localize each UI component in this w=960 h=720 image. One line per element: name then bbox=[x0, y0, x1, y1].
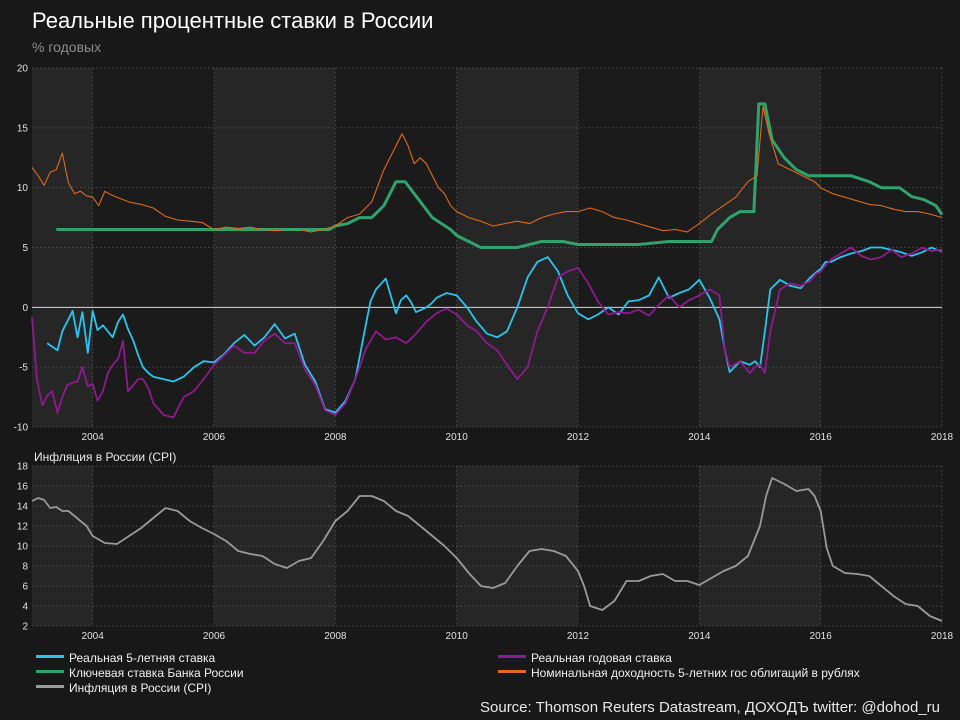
real-rates-panel: -10 -5 0 5 10 15 20 2004 2006 2008 2010 2012 2014 201… bbox=[14, 64, 954, 444]
legend-swatch-real1y bbox=[498, 655, 526, 659]
legend-swatch-real5y bbox=[36, 655, 64, 659]
bottom-ytick-label: 18 bbox=[17, 462, 29, 473]
top-xtick-label: 2008 bbox=[324, 432, 347, 443]
bottom-ytick-label: 4 bbox=[22, 602, 28, 613]
legend-item-key-rate: Ключевая ставка Банка России bbox=[36, 666, 244, 680]
inflation-panel: 2 4 6 8 10 12 14 16 18 2004 2006 2008 2010 2012 2014 20… bbox=[17, 450, 954, 642]
bottom-xtick-label: 2006 bbox=[203, 631, 226, 642]
top-band-1 bbox=[214, 68, 336, 427]
top-ytick-label: 5 bbox=[22, 243, 28, 254]
top-ytick-label: -5 bbox=[19, 363, 28, 374]
top-xtick-label: 2012 bbox=[567, 432, 590, 443]
bottom-ytick-label: 12 bbox=[17, 522, 29, 533]
series-line-cpi bbox=[31, 477, 943, 622]
legend-item-nominal5y: Номинальная доходность 5-летних гос обли… bbox=[498, 666, 860, 680]
series-line-real1y bbox=[31, 246, 943, 419]
top-xtick-label: 2014 bbox=[688, 432, 711, 443]
bottom-xtick-label: 2010 bbox=[446, 631, 469, 642]
legend-swatch-cpi bbox=[36, 685, 64, 689]
top-xtick-label: 2016 bbox=[810, 432, 833, 443]
top-ytick-label: 10 bbox=[17, 183, 29, 194]
top-ytick-label: 20 bbox=[17, 64, 29, 75]
top-xtick-label: 2018 bbox=[931, 432, 954, 443]
bottom-band-1 bbox=[214, 466, 336, 626]
series-line-nominal5y bbox=[31, 105, 943, 233]
bottom-xtick-label: 2018 bbox=[931, 631, 954, 642]
legend-label-real5y: Реальная 5-летняя ставка bbox=[69, 651, 216, 665]
top-xtick-label: 2006 bbox=[203, 432, 226, 443]
bottom-xtick-label: 2016 bbox=[810, 631, 833, 642]
bottom-ytick-label: 10 bbox=[17, 542, 29, 553]
bottom-ytick-label: 2 bbox=[22, 622, 28, 633]
bottom-xtick-label: 2012 bbox=[567, 631, 590, 642]
bottom-ytick-label: 8 bbox=[22, 562, 28, 573]
source-note: Source: Thomson Reuters Datastream, ДОХО… bbox=[480, 699, 940, 716]
top-ytick-label: 0 bbox=[22, 303, 28, 314]
top-xtick-label: 2004 bbox=[82, 432, 105, 443]
bottom-band-0 bbox=[32, 466, 93, 626]
top-xtick-label: 2010 bbox=[446, 432, 469, 443]
legend-item-real1y: Реальная годовая ставка bbox=[498, 651, 672, 665]
bottom-ytick-label: 6 bbox=[22, 582, 28, 593]
bottom-xtick-label: 2014 bbox=[688, 631, 711, 642]
legend-swatch-nominal5y bbox=[498, 670, 526, 674]
top-ytick-label: 15 bbox=[17, 123, 29, 134]
bottom-ytick-label: 14 bbox=[17, 502, 29, 513]
legend-item-real5y: Реальная 5-летняя ставка bbox=[36, 651, 215, 665]
legend-label-nominal5y: Номинальная доходность 5-летних гос обли… bbox=[531, 666, 860, 680]
chart-subtitle: % годовых bbox=[32, 39, 102, 55]
chart-title: Реальные процентные ставки в России bbox=[32, 8, 434, 33]
top-ytick-label: -10 bbox=[14, 423, 29, 434]
series-line-keyRate bbox=[56, 102, 944, 249]
legend-label-real1y: Реальная годовая ставка bbox=[531, 651, 672, 665]
bottom-xtick-label: 2008 bbox=[324, 631, 347, 642]
legend-item-cpi: Инфляция в России (CPI) bbox=[36, 681, 211, 695]
legend-label-cpi: Инфляция в России (CPI) bbox=[69, 681, 212, 695]
bottom-xtick-label: 2004 bbox=[82, 631, 105, 642]
bottom-ytick-label: 16 bbox=[17, 482, 29, 493]
legend-swatch-key-rate bbox=[36, 670, 64, 674]
inflation-panel-title: Инфляция в России (CPI) bbox=[34, 450, 176, 464]
chart-legend: Реальная 5-летняя ставка Ключевая ставка… bbox=[36, 651, 936, 697]
legend-label-key-rate: Ключевая ставка Банка России bbox=[69, 666, 244, 680]
